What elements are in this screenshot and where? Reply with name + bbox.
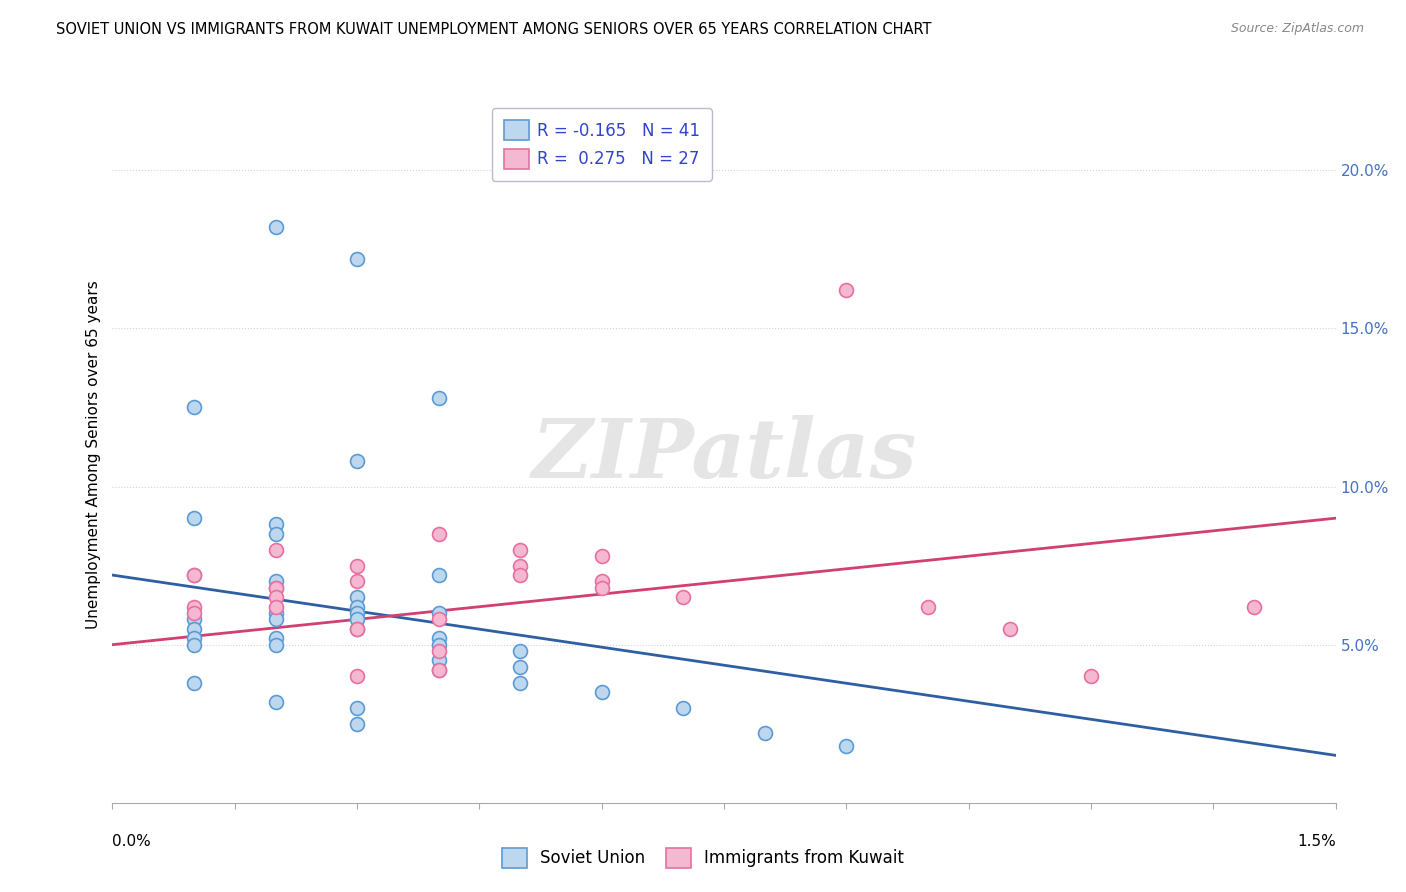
- Point: [346, 591, 368, 605]
- Point: [509, 558, 531, 573]
- Point: [264, 606, 287, 620]
- Text: SOVIET UNION VS IMMIGRANTS FROM KUWAIT UNEMPLOYMENT AMONG SENIORS OVER 65 YEARS : SOVIET UNION VS IMMIGRANTS FROM KUWAIT U…: [56, 22, 932, 37]
- Point: [1243, 599, 1265, 614]
- Point: [427, 568, 450, 582]
- Point: [591, 549, 613, 563]
- Point: [427, 638, 450, 652]
- Point: [346, 622, 368, 636]
- Point: [346, 454, 368, 468]
- Point: [672, 701, 695, 715]
- Point: [591, 574, 613, 589]
- Point: [183, 568, 205, 582]
- Point: [427, 632, 450, 646]
- Point: [998, 622, 1021, 636]
- Point: [509, 660, 531, 674]
- Point: [427, 653, 450, 667]
- Point: [427, 644, 450, 658]
- Point: [427, 391, 450, 405]
- Point: [427, 527, 450, 541]
- Point: [183, 632, 205, 646]
- Point: [346, 701, 368, 715]
- Text: 0.0%: 0.0%: [112, 834, 152, 849]
- Text: 1.5%: 1.5%: [1296, 834, 1336, 849]
- Point: [835, 284, 858, 298]
- Point: [264, 695, 287, 709]
- Point: [917, 599, 939, 614]
- Point: [183, 401, 205, 415]
- Point: [264, 574, 287, 589]
- Point: [427, 663, 450, 677]
- Point: [346, 716, 368, 731]
- Text: Source: ZipAtlas.com: Source: ZipAtlas.com: [1230, 22, 1364, 36]
- Point: [346, 622, 368, 636]
- Text: ZIPatlas: ZIPatlas: [531, 415, 917, 495]
- Legend: R = -0.165   N = 41, R =  0.275   N = 27: R = -0.165 N = 41, R = 0.275 N = 27: [492, 109, 711, 181]
- Point: [264, 638, 287, 652]
- Point: [183, 612, 205, 626]
- Point: [509, 568, 531, 582]
- Point: [183, 599, 205, 614]
- Point: [264, 542, 287, 557]
- Point: [427, 663, 450, 677]
- Point: [183, 622, 205, 636]
- Point: [509, 542, 531, 557]
- Point: [835, 739, 858, 753]
- Point: [346, 606, 368, 620]
- Point: [264, 527, 287, 541]
- Point: [264, 591, 287, 605]
- Point: [672, 591, 695, 605]
- Point: [346, 252, 368, 266]
- Point: [509, 675, 531, 690]
- Point: [183, 675, 205, 690]
- Y-axis label: Unemployment Among Seniors over 65 years: Unemployment Among Seniors over 65 years: [86, 281, 101, 629]
- Point: [264, 612, 287, 626]
- Legend: Soviet Union, Immigrants from Kuwait: Soviet Union, Immigrants from Kuwait: [495, 841, 911, 875]
- Point: [183, 638, 205, 652]
- Point: [264, 220, 287, 235]
- Point: [591, 685, 613, 699]
- Point: [264, 517, 287, 532]
- Point: [346, 558, 368, 573]
- Point: [183, 606, 205, 620]
- Point: [346, 599, 368, 614]
- Point: [427, 612, 450, 626]
- Point: [264, 599, 287, 614]
- Point: [346, 574, 368, 589]
- Point: [1080, 669, 1102, 683]
- Point: [346, 669, 368, 683]
- Point: [264, 632, 287, 646]
- Point: [754, 726, 776, 740]
- Point: [346, 612, 368, 626]
- Point: [591, 581, 613, 595]
- Point: [183, 568, 205, 582]
- Point: [509, 644, 531, 658]
- Point: [427, 606, 450, 620]
- Point: [183, 511, 205, 525]
- Point: [264, 581, 287, 595]
- Point: [264, 581, 287, 595]
